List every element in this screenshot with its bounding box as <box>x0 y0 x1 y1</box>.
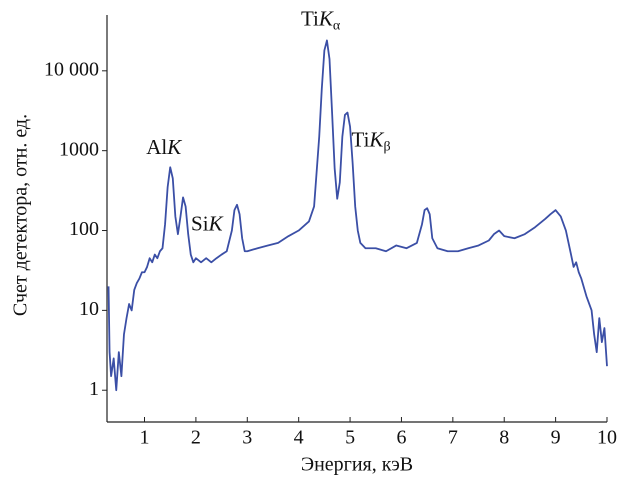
y-axis-label: Счет детектора, отн. ед. <box>10 114 32 316</box>
peak-element: Ti <box>301 6 319 30</box>
y-tick-label: 100 <box>69 218 99 240</box>
y-tick-label: 1 <box>89 378 99 400</box>
spectrum-line <box>107 39 608 392</box>
x-tick-label: 9 <box>551 427 561 449</box>
x-tick-label: 8 <box>499 427 509 449</box>
peak-line: K <box>166 135 182 159</box>
peak-label: TiKα <box>301 6 341 33</box>
x-tick-label: 3 <box>242 427 252 449</box>
peak-line: K <box>208 211 224 235</box>
peak-sub: α <box>333 19 341 34</box>
peak-line: K <box>318 6 334 30</box>
x-tick-label: 7 <box>448 427 458 449</box>
x-tick-label: 2 <box>191 427 201 449</box>
peak-element: Si <box>191 211 209 235</box>
peak-label: SiK <box>191 211 224 235</box>
peak-label: TiKβ <box>351 127 390 154</box>
peak-element: Al <box>146 135 167 159</box>
peak-sub: β <box>383 140 390 155</box>
peak-line: K <box>368 127 384 151</box>
x-tick-label: 10 <box>597 427 617 449</box>
x-tick-label: 4 <box>294 427 304 449</box>
y-tick-label: 10 <box>79 298 99 320</box>
x-tick-label: 5 <box>345 427 355 449</box>
x-axis-label: Энергия, кэВ <box>301 454 413 476</box>
peak-label: AlK <box>146 135 182 159</box>
x-tick-label: 6 <box>396 427 406 449</box>
y-tick-label: 1000 <box>59 138 99 160</box>
y-tick-label: 10 000 <box>44 58 99 80</box>
x-tick-label: 1 <box>140 427 150 449</box>
peak-element: Ti <box>351 127 369 151</box>
